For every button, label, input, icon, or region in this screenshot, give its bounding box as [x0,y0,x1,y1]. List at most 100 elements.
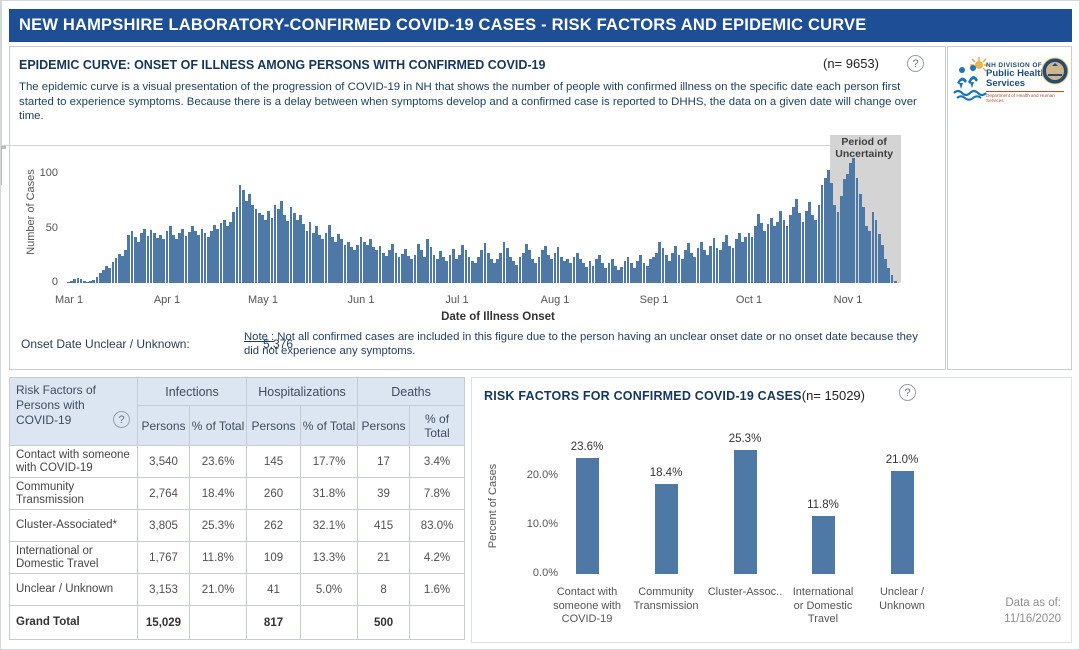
epi-bar[interactable] [130,230,134,283]
epi-bar[interactable] [769,217,773,283]
epi-bar[interactable] [626,256,630,283]
risk-bar[interactable] [733,450,757,574]
epi-bar[interactable] [505,248,509,283]
epi-bar[interactable] [156,238,159,283]
epi-bar[interactable] [283,215,286,283]
epi-bar[interactable] [648,259,652,283]
epi-bar[interactable] [439,251,442,283]
epi-bar[interactable] [750,237,754,283]
table-row[interactable]: Unclear / Unknown 3,153 21.0% 41 5.0% 8 1.6% [9,573,466,606]
epi-bar[interactable] [334,241,337,283]
epi-bar[interactable] [270,217,274,283]
epi-bar[interactable] [254,208,258,283]
epi-bar[interactable] [556,247,560,283]
risk-bar[interactable] [654,483,678,574]
epi-bar[interactable] [200,228,204,283]
epi-bar[interactable] [79,278,83,283]
epi-bar[interactable] [191,226,194,283]
epi-bar[interactable] [451,249,455,283]
epi-bar[interactable] [108,267,112,283]
epi-bar[interactable] [601,263,604,283]
epi-bar[interactable] [381,252,385,283]
epi-bar[interactable] [219,223,223,283]
epi-bar[interactable] [668,261,671,283]
epi-bar[interactable] [588,261,592,283]
help-icon[interactable]: ? [907,55,924,72]
epi-bar[interactable] [836,212,840,283]
epi-bar[interactable] [559,256,563,283]
epi-bar[interactable] [598,254,601,283]
epi-bar[interactable] [718,250,722,283]
epi-bar[interactable] [302,224,306,283]
epi-bar[interactable] [257,213,261,283]
epi-bar[interactable] [633,267,636,283]
epi-bar[interactable] [251,204,255,283]
epi-bar[interactable] [642,263,646,283]
epi-bar[interactable] [175,239,178,283]
epi-bar[interactable] [868,230,872,283]
epi-bar[interactable] [550,259,554,283]
epi-bar[interactable] [86,281,89,283]
epi-bar[interactable] [448,254,452,283]
help-icon[interactable]: ? [899,384,916,401]
epi-bar[interactable] [226,226,229,283]
epi-bar[interactable] [566,259,570,283]
epi-bar[interactable] [474,263,477,283]
epi-bar[interactable] [811,215,814,283]
epi-bar[interactable] [858,193,862,283]
epi-bar[interactable] [318,235,321,283]
epi-bar[interactable] [725,235,729,283]
epi-bar[interactable] [416,243,420,283]
epi-bar[interactable] [477,256,480,283]
epi-bar[interactable] [178,232,182,283]
epi-bar[interactable] [817,204,821,283]
epi-bar[interactable] [146,236,150,283]
epi-bar[interactable] [365,244,369,283]
epi-bar[interactable] [315,226,318,283]
epi-bar[interactable] [585,266,589,283]
epi-bar[interactable] [82,280,86,283]
epi-bar[interactable] [213,225,217,283]
epi-bar[interactable] [862,206,865,283]
epi-bar[interactable] [346,241,350,283]
epi-bar[interactable] [661,248,665,283]
epi-bar[interactable] [203,232,207,283]
epi-bar[interactable] [362,241,366,283]
epi-bar[interactable] [454,259,458,283]
epi-bar[interactable] [563,261,566,283]
epi-bar[interactable] [636,261,639,283]
epi-bar[interactable] [518,256,522,283]
epi-bar[interactable] [839,195,843,283]
risk-bar[interactable] [890,471,914,574]
epi-bar[interactable] [419,250,423,283]
epi-bar[interactable] [715,248,719,283]
epi-bar[interactable] [470,261,474,283]
epi-bar[interactable] [712,238,716,283]
epi-bar[interactable] [280,201,283,283]
epi-bar[interactable] [604,267,608,283]
epi-bar[interactable] [578,259,582,283]
epi-bar[interactable] [241,190,245,283]
epi-bar[interactable] [426,239,430,283]
epi-bar[interactable] [124,250,127,283]
epi-bar[interactable] [152,232,156,283]
epi-bar[interactable] [483,242,487,283]
epi-bar[interactable] [181,228,185,283]
epi-bar[interactable] [114,257,118,283]
epi-bar[interactable] [143,228,147,283]
epi-bar[interactable] [534,263,538,283]
epi-bar[interactable] [187,231,191,283]
epi-bar[interactable] [435,259,439,283]
risk-bar[interactable] [811,516,835,574]
epi-bar[interactable] [410,259,414,283]
epi-bar[interactable] [467,256,471,283]
epi-bar[interactable] [779,211,783,283]
epi-bar[interactable] [197,235,201,283]
epi-bar[interactable] [820,184,824,283]
epi-bar[interactable] [804,211,808,283]
epi-bar[interactable] [664,254,668,283]
epi-bar[interactable] [206,237,210,283]
epi-bar[interactable] [798,213,802,283]
epi-bar[interactable] [305,230,309,283]
epi-bar[interactable] [852,157,856,283]
